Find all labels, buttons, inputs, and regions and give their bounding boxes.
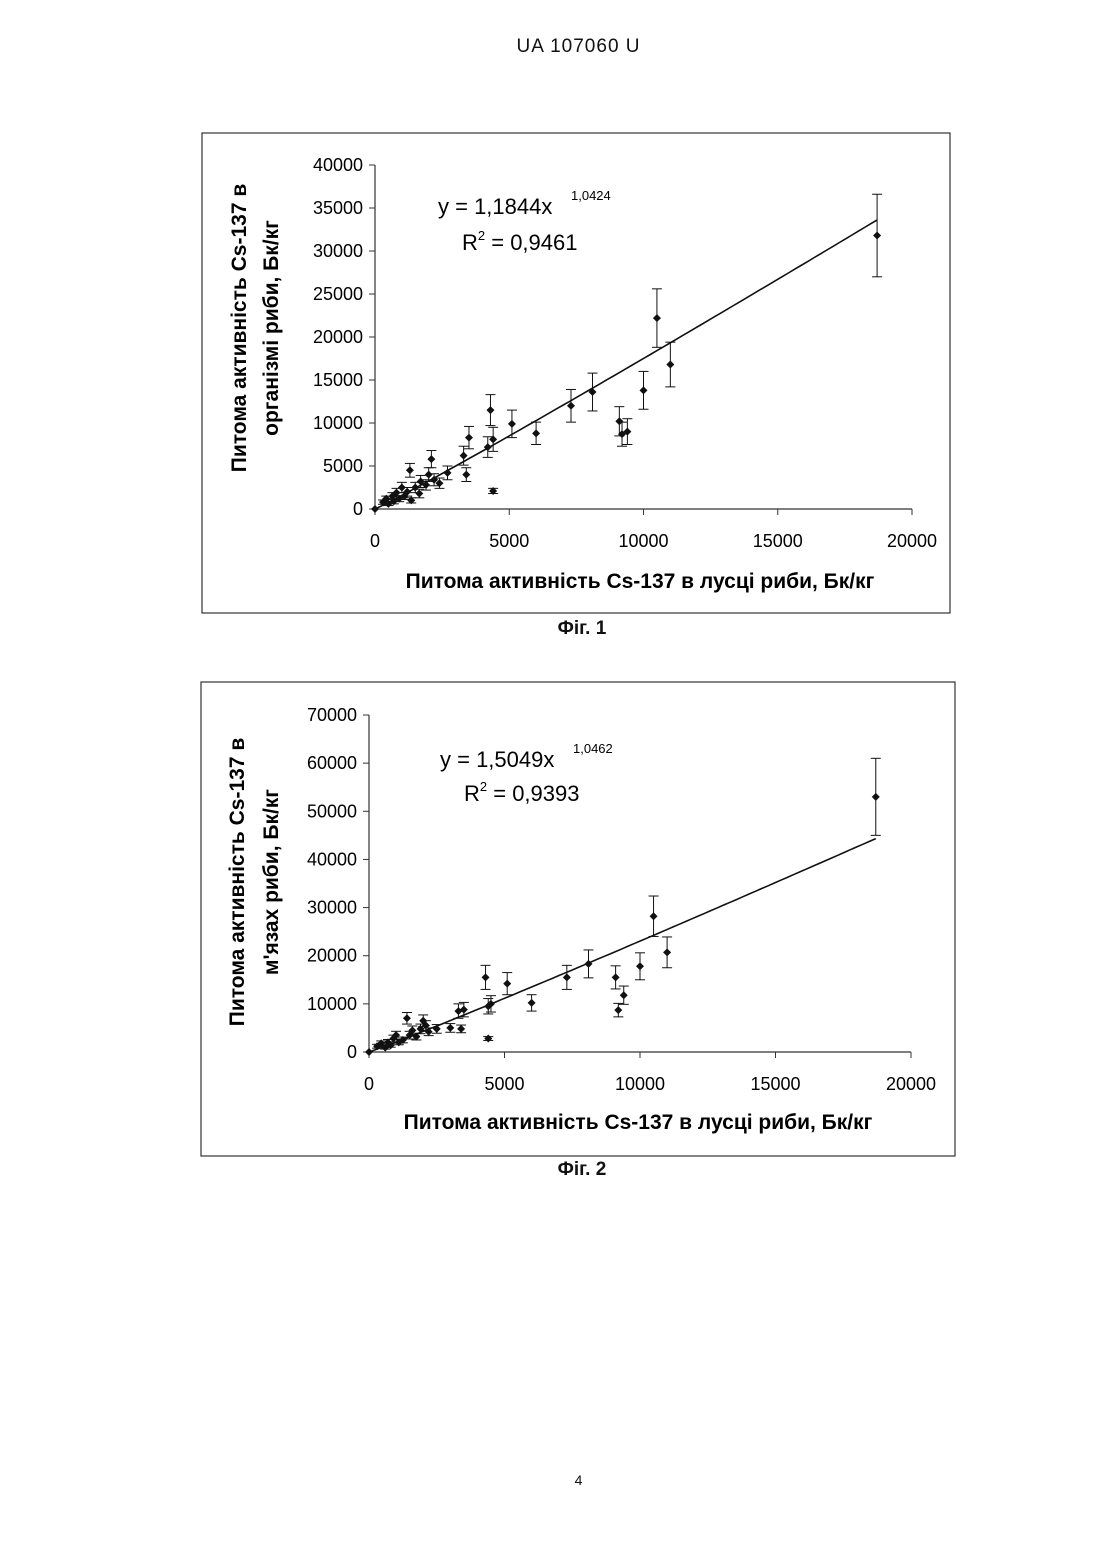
x-tick-label: 20000 (886, 1074, 936, 1094)
y-tick-label: 0 (347, 1042, 357, 1062)
equation-exponent: 1,0462 (573, 741, 613, 756)
y-tick-label: 20000 (313, 327, 363, 347)
x-tick-label: 0 (370, 531, 380, 551)
x-tick-label: 5000 (484, 1074, 524, 1094)
x-tick-label: 15000 (753, 531, 803, 551)
y-tick-label: 15000 (313, 370, 363, 390)
y-tick-label: 10000 (307, 994, 357, 1014)
y-tick-label: 5000 (323, 456, 363, 476)
equation-exponent: 1,0424 (571, 188, 611, 203)
x-tick-label: 5000 (489, 531, 529, 551)
y-axis-title-line-1: Питома активність Cs-137 в (226, 738, 249, 1027)
y-tick-label: 35000 (313, 198, 363, 218)
y-axis-title-line-2: організмі риби, Бк/кг (260, 220, 283, 436)
x-tick-label: 20000 (887, 531, 937, 551)
y-tick-label: 0 (353, 499, 363, 519)
x-axis-title: Питома активність Cs-137 в лусці риби, Б… (406, 570, 875, 593)
y-tick-label: 40000 (307, 849, 357, 869)
figure-1-caption: Фіг. 1 (0, 618, 1101, 640)
y-tick-label: 70000 (307, 705, 357, 725)
page-number: 4 (0, 1472, 1101, 1488)
equation-main: y = 1,5049x (440, 747, 554, 772)
x-tick-label: 10000 (615, 1074, 665, 1094)
figure-1-chart: 0 5000 10000 15000 20000 25000 30000 35000 40000… (0, 133, 960, 618)
document-id: UA 107060 U (0, 36, 1101, 58)
y-tick-label: 30000 (307, 898, 357, 918)
y-tick-label: 40000 (313, 155, 363, 175)
x-tick-label: 0 (364, 1074, 374, 1094)
y-tick-label: 10000 (313, 413, 363, 433)
x-axis-title: Питома активність Cs-137 в лусці риби, Б… (404, 1111, 873, 1134)
x-tick-label: 15000 (750, 1074, 800, 1094)
x-tick-label: 10000 (618, 531, 668, 551)
y-axis-title-line-2: м'язах риби, Бк/кг (260, 789, 283, 975)
y-tick-label: 30000 (313, 241, 363, 261)
equation-main: y = 1,1844x (438, 194, 552, 219)
figure-2-caption: Фіг. 2 (0, 1159, 1101, 1181)
y-tick-label: 20000 (307, 946, 357, 966)
y-tick-label: 60000 (307, 753, 357, 773)
y-tick-label: 50000 (307, 801, 357, 821)
y-tick-label: 25000 (313, 284, 363, 304)
y-axis-title-line-1: Питома активність Cs-137 в (228, 184, 251, 473)
figure-2-chart: 0 10000 20000 30000 40000 50000 60000 70000 0 500… (0, 682, 960, 1162)
